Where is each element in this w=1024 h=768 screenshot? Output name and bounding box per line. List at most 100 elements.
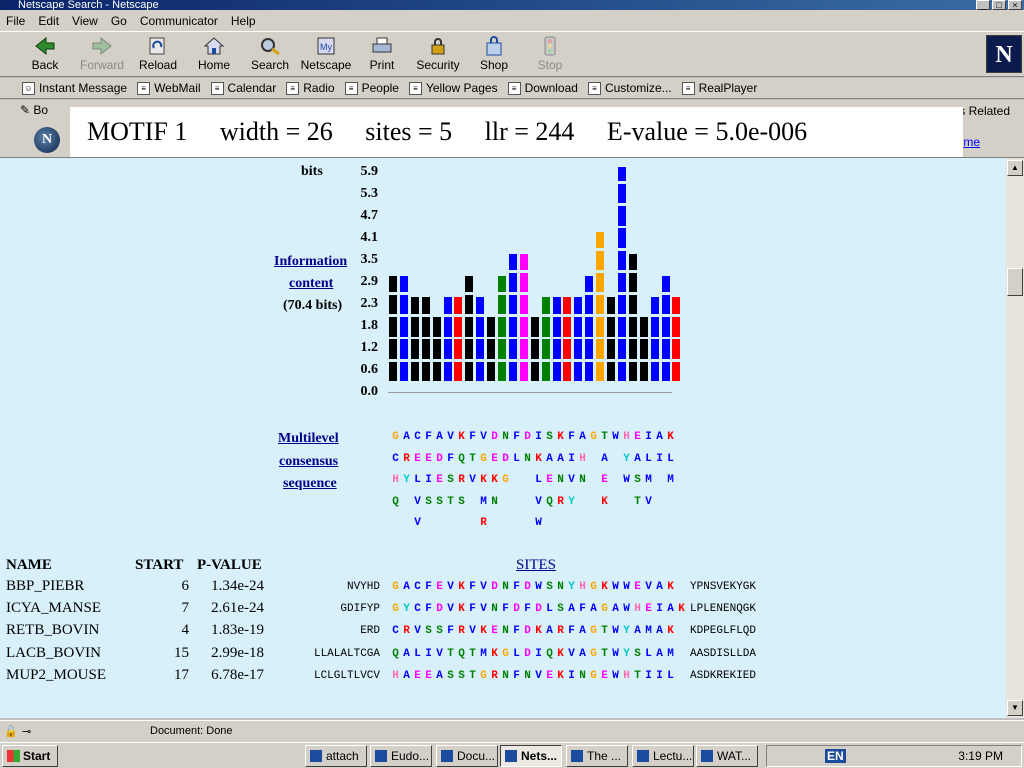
menu-communicator[interactable]: Communicator <box>139 13 218 28</box>
logo-column-24 <box>639 339 648 359</box>
print-icon <box>372 37 392 53</box>
people-link[interactable]: ≡ People <box>344 81 399 95</box>
stop-button[interactable]: Stop <box>522 36 578 72</box>
content-link[interactable]: content <box>289 276 334 291</box>
bookmark-icon: ≡ <box>681 81 695 95</box>
logo-column-18 <box>574 361 583 381</box>
webmail-link[interactable]: ≡ WebMail <box>137 81 201 95</box>
bookmark-icon: ≡ <box>507 81 521 95</box>
netcenter-link[interactable]: me <box>963 135 980 149</box>
back-button[interactable]: Back <box>17 36 73 72</box>
logo-column-26 <box>661 339 670 359</box>
print-button[interactable]: Print <box>354 36 410 72</box>
logo-column-27 <box>672 317 681 337</box>
reload-button[interactable]: Reload <box>130 36 186 72</box>
sequence-link[interactable]: sequence <box>283 476 337 491</box>
search-button[interactable]: Search <box>242 36 298 72</box>
multilevel-link[interactable]: Multilevel <box>278 431 339 446</box>
radio-link[interactable]: ≡ Radio <box>286 81 335 95</box>
back-arrow-icon <box>35 36 55 56</box>
site-left-flank: LCLGLTLVCV <box>313 669 380 682</box>
netscape-ball-icon[interactable]: N <box>34 127 60 153</box>
taskbar-task[interactable]: Nets... <box>500 745 562 767</box>
vertical-scrollbar[interactable]: ▲ ▼ <box>1006 158 1024 718</box>
logo-column-18 <box>574 317 583 337</box>
instant-message-link[interactable]: ☺ Instant Message <box>22 81 127 95</box>
scroll-thumb[interactable] <box>1007 268 1023 296</box>
forward-button[interactable]: Forward <box>74 36 130 72</box>
maximize-button[interactable]: □ <box>992 0 1006 10</box>
logo-column-27 <box>672 297 681 315</box>
customize-link[interactable]: ≡ Customize... <box>587 81 672 95</box>
minimize-button[interactable]: _ <box>976 0 990 10</box>
shop-button[interactable]: Shop <box>466 36 522 72</box>
logo-tick-label: 2.9 <box>360 274 379 289</box>
bookmark-icon: ≡ <box>137 81 151 95</box>
logo-column-13 <box>519 339 528 359</box>
download-link[interactable]: ≡ Download <box>507 81 578 95</box>
taskbar-task[interactable]: attach <box>305 745 367 767</box>
home-button[interactable]: Home <box>186 36 242 72</box>
taskbar-task[interactable]: The ... <box>566 745 628 767</box>
logo-column-17 <box>563 339 572 359</box>
table-row: MUP2_MOUSE 17 6.78e-17 LCLGLTLVCV H A E E A S S T G R… <box>0 667 1000 689</box>
yellow-pages-link[interactable]: ≡ Yellow Pages <box>408 81 498 95</box>
logo-column-26 <box>661 317 670 337</box>
table-row: LACB_BOVIN 15 2.99e-18 LLALALTCGA Q A L I V T Q T M K… <box>0 645 1000 667</box>
logo-column-14 <box>530 339 539 359</box>
menu-view[interactable]: View <box>72 13 98 28</box>
calendar-link[interactable]: ≡ Calendar <box>210 81 276 95</box>
realplayer-link[interactable]: ≡ RealPlayer <box>681 81 757 95</box>
logo-column-24 <box>639 361 648 381</box>
language-indicator[interactable]: EN <box>825 749 846 763</box>
bookmarks-icon: ✎ <box>20 103 34 117</box>
logo-column-7 <box>454 297 463 315</box>
start-button[interactable]: Start <box>2 745 58 767</box>
security-status-icon[interactable]: 🔓 <box>4 726 18 738</box>
taskbar-task[interactable]: WAT... <box>696 745 758 767</box>
logo-column-14 <box>530 361 539 381</box>
logo-tick-label: 3.5 <box>360 252 379 267</box>
window-title-bar[interactable]: Netscape Search - Netscape _ □ × <box>0 0 1024 10</box>
taskbar-task[interactable]: Lectu... <box>632 745 694 767</box>
site-name: LACB_BOVIN <box>6 644 102 661</box>
menu-file[interactable]: File <box>6 13 26 28</box>
consensus-link[interactable]: consensus <box>279 454 339 469</box>
logo-column-7 <box>454 317 463 337</box>
logo-tick-label: 5.3 <box>360 186 379 201</box>
radio-label: Radio <box>303 81 335 95</box>
menu-edit[interactable]: Edit <box>38 13 60 28</box>
scroll-up-icon[interactable]: ▲ <box>1007 160 1023 176</box>
site-pvalue: 1.34e-24 <box>211 578 264 594</box>
home-label: Home <box>197 58 230 72</box>
logo-column-5 <box>432 317 441 337</box>
column-header-sites[interactable]: SITES <box>516 557 557 573</box>
person-icon: ☺ <box>22 81 35 95</box>
logo-column-20 <box>596 339 605 359</box>
close-button[interactable]: × <box>1008 0 1022 10</box>
menu-go[interactable]: Go <box>110 13 127 28</box>
logo-column-11 <box>498 317 506 337</box>
whats-related-button[interactable]: s Related <box>959 104 1010 118</box>
security-button[interactable]: Security <box>410 36 466 72</box>
taskbar-task[interactable]: Eudo... <box>370 745 432 767</box>
information-link[interactable]: Information <box>274 254 348 269</box>
column-header-pvalue: P-VALUE <box>197 557 262 573</box>
menu-help[interactable]: Help <box>230 13 256 28</box>
netscape-logo[interactable]: N <box>986 35 1022 73</box>
logo-column-14 <box>530 317 539 337</box>
logo-column-10 <box>487 317 496 337</box>
scroll-down-icon[interactable]: ▼ <box>1007 700 1023 716</box>
site-right-flank: LPLENENQGK <box>690 603 757 616</box>
logo-column-24 <box>639 317 648 337</box>
logo-column-15 <box>541 297 550 315</box>
logo-column-25 <box>650 361 659 381</box>
logo-column-19 <box>585 317 594 337</box>
netscape-button[interactable]: My Netscape <box>298 36 354 72</box>
taskbar-task[interactable]: Docu... <box>436 745 498 767</box>
bookmarks-button[interactable]: ✎ Bo <box>20 103 48 117</box>
forward-label: Forward <box>79 58 124 72</box>
logo-column-19 <box>585 294 594 315</box>
